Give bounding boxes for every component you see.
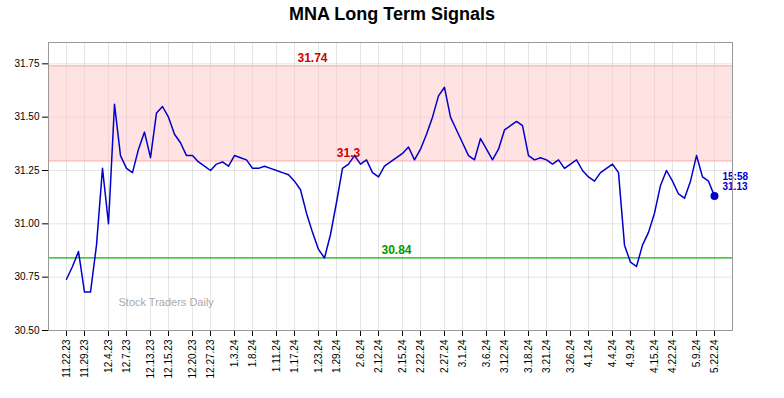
svg-text:1.3.24: 1.3.24 (229, 339, 240, 367)
svg-text:3.6.24: 3.6.24 (481, 339, 492, 367)
svg-text:2.15.24: 2.15.24 (397, 339, 408, 373)
svg-text:Stock Traders Daily: Stock Traders Daily (119, 296, 215, 308)
svg-text:4.15.24: 4.15.24 (649, 339, 660, 373)
svg-text:12.27.23: 12.27.23 (205, 339, 216, 378)
svg-text:3.1.24: 3.1.24 (457, 339, 468, 367)
svg-text:31.25: 31.25 (14, 165, 39, 176)
svg-text:2.6.24: 2.6.24 (355, 339, 366, 367)
svg-text:3.21.24: 3.21.24 (541, 339, 552, 373)
svg-text:31.00: 31.00 (14, 218, 39, 229)
svg-text:11.29.23: 11.29.23 (79, 339, 90, 378)
svg-text:3.12.24: 3.12.24 (499, 339, 510, 373)
svg-text:12.7.23: 12.7.23 (121, 339, 132, 373)
svg-text:2.22.24: 2.22.24 (415, 339, 426, 373)
svg-text:30.50: 30.50 (14, 325, 39, 336)
svg-text:2.27.24: 2.27.24 (439, 339, 450, 373)
svg-text:4.1.24: 4.1.24 (583, 339, 594, 367)
svg-text:31.74: 31.74 (297, 51, 327, 65)
svg-text:4.9.24: 4.9.24 (625, 339, 636, 367)
svg-text:2.12.24: 2.12.24 (373, 339, 384, 373)
svg-text:12.20.23: 12.20.23 (187, 339, 198, 378)
svg-text:31.50: 31.50 (14, 111, 39, 122)
svg-text:12.13.23: 12.13.23 (145, 339, 156, 378)
svg-text:3.18.24: 3.18.24 (523, 339, 534, 373)
svg-text:31.3: 31.3 (337, 146, 361, 160)
svg-text:15:5831.13: 15:5831.13 (723, 171, 749, 192)
svg-text:1.23.24: 1.23.24 (313, 339, 324, 373)
svg-text:11.22.23: 11.22.23 (61, 339, 72, 378)
svg-text:30.84: 30.84 (381, 243, 411, 257)
svg-text:3.26.24: 3.26.24 (565, 339, 576, 373)
svg-text:31.75: 31.75 (14, 58, 39, 69)
svg-text:1.11.24: 1.11.24 (271, 339, 282, 372)
html-text:MNA Long Term Signals: MNA Long Term Signals (289, 4, 495, 24)
svg-text:30.75: 30.75 (14, 271, 39, 282)
svg-text:4.22.24: 4.22.24 (667, 339, 678, 373)
svg-text:4.4.24: 4.4.24 (607, 339, 618, 367)
svg-text:12.4.23: 12.4.23 (103, 339, 114, 373)
svg-text:1.29.24: 1.29.24 (331, 339, 342, 373)
svg-text:5.22.24: 5.22.24 (709, 339, 720, 373)
svg-text:1.8.24: 1.8.24 (247, 339, 258, 367)
svg-text:1.17.24: 1.17.24 (289, 339, 300, 373)
svg-text:12.15.23: 12.15.23 (163, 339, 174, 378)
svg-text:5.9.24: 5.9.24 (691, 339, 702, 367)
